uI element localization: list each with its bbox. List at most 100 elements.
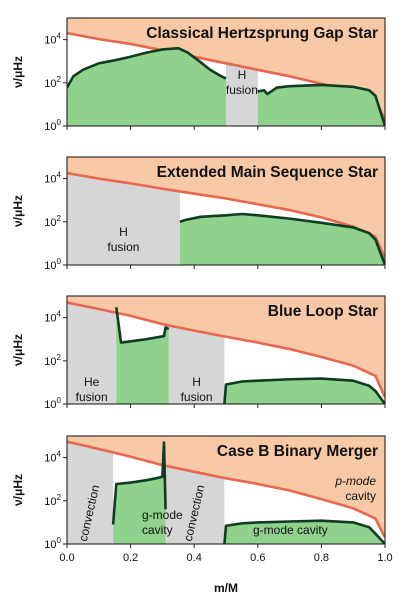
y-tick-exponent: 4 — [57, 32, 62, 41]
fusion-label: fusion — [181, 390, 213, 404]
fusion-label: fusion — [76, 390, 108, 404]
g-mode-region — [257, 84, 385, 126]
g-mode-boundary — [115, 307, 170, 344]
panel-frame — [66, 156, 386, 266]
y-tick-exponent: 0 — [57, 396, 62, 405]
g-mode-inner-label: g-mode — [142, 508, 183, 522]
x-tick-label: 0.2 — [123, 552, 138, 564]
y-tick-exponent: 4 — [57, 171, 62, 180]
y-tick-exponent: 2 — [57, 214, 62, 223]
p-mode-boundary — [67, 440, 385, 539]
panel-title: Case B Binary Merger — [217, 443, 378, 460]
fusion-label: He — [84, 375, 100, 389]
x-tick-label: 0.6 — [250, 552, 265, 564]
y-tick-label: 104 — [44, 450, 61, 465]
g-mode-boundary — [257, 83, 385, 126]
y-tick-base: 10 — [44, 217, 56, 229]
g-mode-region — [179, 213, 385, 265]
g-mode-inner-cavity-label: cavity — [142, 523, 173, 537]
x-tick-label: 0.8 — [314, 552, 329, 564]
y-tick-label: 100 — [44, 118, 61, 133]
fusion-label: fusion — [107, 240, 139, 254]
y-tick-base: 10 — [44, 539, 56, 551]
panel-title: Blue Loop Star — [268, 303, 378, 320]
fusion-label: H — [238, 68, 247, 82]
y-tick-label: 102 — [44, 493, 61, 508]
fusion-label: H — [119, 225, 128, 239]
y-tick-base: 10 — [44, 496, 56, 508]
y-tick-base: 10 — [44, 174, 56, 186]
panel-frame — [66, 435, 386, 545]
y-tick-base: 10 — [44, 121, 56, 133]
g-mode-region — [113, 442, 166, 544]
y-tick-exponent: 0 — [57, 536, 62, 545]
g-mode-outer-label: g-mode cavity — [253, 523, 328, 537]
g-mode-region — [224, 520, 385, 544]
p-mode-region — [67, 18, 385, 120]
x-tick-label: 1.0 — [377, 552, 392, 564]
y-tick-exponent: 2 — [57, 353, 62, 362]
plot-area: convection convectionp-modecavityg-modeca… — [67, 436, 385, 544]
g-mode-region — [67, 48, 226, 126]
y-tick-exponent: 4 — [57, 450, 62, 459]
y-tick-label: 102 — [44, 75, 61, 90]
fusion-label: H — [192, 375, 201, 389]
y-tick-base: 10 — [44, 78, 56, 90]
p-mode-boundary — [67, 301, 385, 399]
g-mode-boundary — [67, 46, 227, 89]
p-mode-region — [67, 436, 385, 538]
y-axis-label: ν/μHz — [11, 334, 25, 366]
g-mode-region — [224, 378, 385, 404]
g-mode-region — [116, 307, 169, 404]
y-tick-exponent: 0 — [57, 257, 62, 266]
panel-title: Classical Hertzsprung Gap Star — [146, 25, 378, 42]
y-tick-exponent: 2 — [57, 493, 62, 502]
x-tick-label: 0.4 — [187, 552, 202, 564]
y-tick-base: 10 — [44, 35, 56, 47]
y-tick-base: 10 — [44, 453, 56, 465]
fusion-region — [67, 302, 117, 404]
p-mode-region — [67, 296, 385, 398]
y-tick-label: 102 — [44, 214, 61, 229]
y-tick-base: 10 — [44, 313, 56, 325]
p-mode-label: p-mode — [334, 474, 376, 488]
convection-region — [67, 441, 114, 544]
y-axis-label: ν/μHz — [11, 474, 25, 506]
y-tick-base: 10 — [44, 356, 56, 368]
y-tick-label: 104 — [44, 32, 61, 47]
panel-frame — [66, 295, 386, 405]
y-tick-label: 100 — [44, 257, 61, 272]
g-mode-boundary — [223, 519, 385, 544]
y-axis-label: ν/μHz — [11, 195, 25, 227]
y-tick-exponent: 0 — [57, 118, 62, 127]
g-mode-boundary — [179, 212, 385, 265]
panel-title: Extended Main Sequence Star — [157, 164, 378, 181]
y-tick-label: 104 — [44, 310, 61, 325]
fusion-label: fusion — [226, 83, 258, 97]
x-axis-label: m/M — [214, 581, 238, 595]
y-tick-base: 10 — [44, 399, 56, 411]
y-tick-label: 100 — [44, 396, 61, 411]
y-tick-label: 104 — [44, 171, 61, 186]
y-tick-label: 102 — [44, 353, 61, 368]
g-mode-boundary — [111, 441, 167, 525]
y-tick-label: 100 — [44, 536, 61, 551]
y-axis-label: ν/μHz — [11, 56, 25, 88]
y-tick-exponent: 4 — [57, 310, 62, 319]
p-mode-region — [67, 157, 385, 259]
p-mode-cavity-label: p-mode — [334, 474, 376, 488]
panel-4: convection convectionp-modecavityg-modeca… — [11, 435, 386, 551]
panel-frame — [66, 17, 386, 127]
x-tick-label: 0.0 — [59, 552, 74, 564]
y-tick-exponent: 2 — [57, 75, 62, 84]
y-tick-base: 10 — [44, 260, 56, 272]
p-mode-cavity-word: cavity — [345, 489, 376, 503]
g-mode-boundary — [223, 377, 385, 404]
